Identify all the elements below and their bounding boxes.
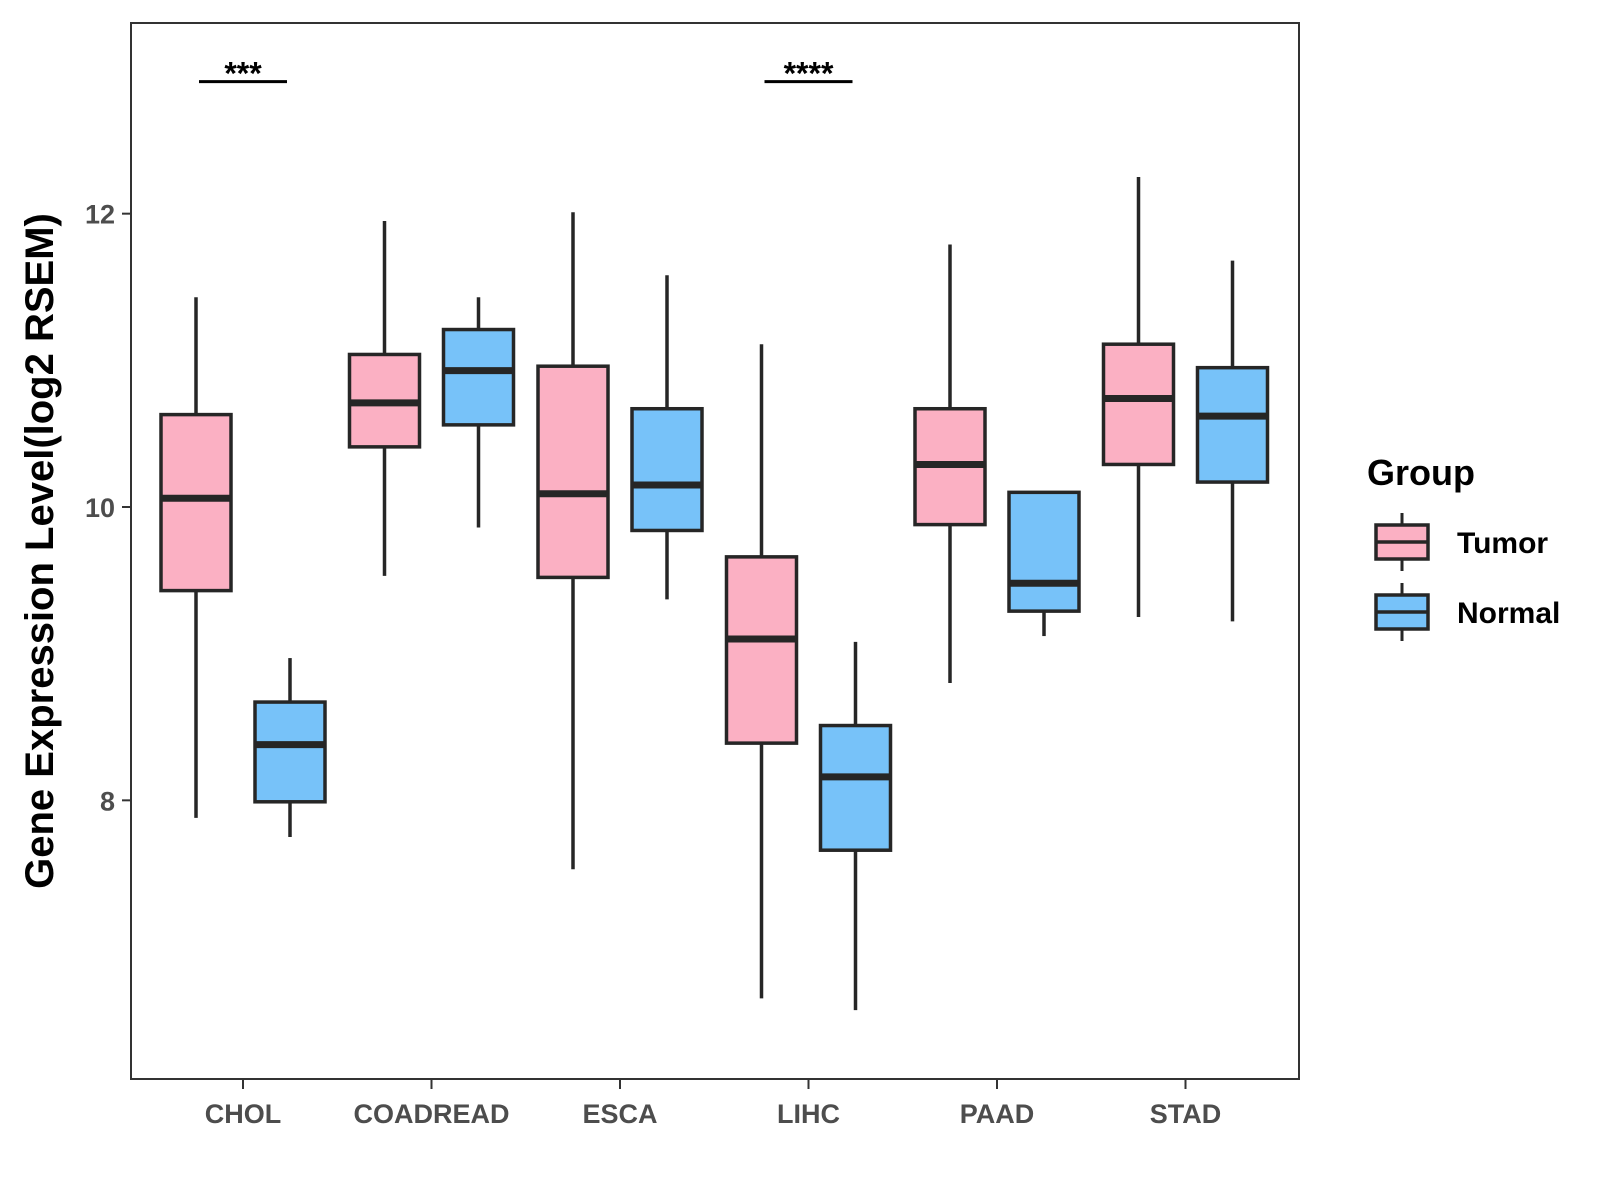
- box-iqr: [724, 555, 799, 745]
- box-tumor-chol: [159, 297, 233, 818]
- box-tumor-esca: [536, 212, 610, 870]
- legend-label-tumor: Tumor: [1457, 527, 1548, 560]
- box-iqr: [630, 406, 704, 533]
- legend-label-normal: Normal: [1457, 597, 1560, 630]
- box-tumor-coadread: [347, 221, 422, 576]
- legend: Group Tumor Normal: [1367, 452, 1560, 641]
- significance-label-lihc: ****: [784, 56, 834, 92]
- boxes-layer: [159, 177, 1270, 1011]
- box-normal-paad: [1007, 490, 1081, 637]
- x-axis: CHOL COADREAD ESCA LIHC PAAD STAD: [205, 1079, 1222, 1129]
- y-tick-label-10: 10: [85, 493, 115, 523]
- box-iqr: [1007, 490, 1081, 613]
- significance-annotations: *** ****: [199, 56, 853, 92]
- x-tick-label-chol: CHOL: [205, 1099, 282, 1129]
- legend-title: Group: [1367, 452, 1475, 493]
- significance-label-chol: ***: [224, 56, 262, 92]
- box-iqr: [159, 412, 233, 593]
- x-tick-label-paad: PAAD: [960, 1099, 1035, 1129]
- box-tumor-stad: [1101, 177, 1176, 617]
- y-tick-label-12: 12: [85, 200, 115, 230]
- box-normal-esca: [630, 275, 704, 600]
- legend-item-tumor: Tumor: [1374, 513, 1548, 571]
- y-axis-title: Gene Expression Level(log2 RSEM): [18, 213, 62, 889]
- box-normal-coadread: [441, 297, 516, 528]
- box-iqr: [1195, 365, 1270, 484]
- box-normal-chol: [253, 658, 327, 837]
- plot-panel-border: [130, 22, 1300, 1080]
- y-axis: 8 10 12: [85, 200, 131, 816]
- x-tick-label-coadread: COADREAD: [353, 1099, 509, 1129]
- x-tick-label-stad: STAD: [1150, 1099, 1222, 1129]
- box-iqr: [253, 700, 327, 804]
- box-tumor-lihc: [724, 344, 799, 999]
- x-tick-label-esca: ESCA: [582, 1099, 657, 1129]
- x-tick-label-lihc: LIHC: [777, 1099, 840, 1129]
- box-normal-lihc: [818, 641, 893, 1011]
- box-iqr: [818, 723, 893, 852]
- box-iqr: [441, 327, 516, 427]
- box-iqr: [1101, 342, 1176, 467]
- box-tumor-paad: [913, 244, 987, 683]
- y-tick-label-8: 8: [100, 786, 115, 816]
- legend-item-normal: Normal: [1374, 583, 1560, 641]
- box-iqr: [536, 364, 610, 580]
- box-normal-stad: [1195, 260, 1270, 622]
